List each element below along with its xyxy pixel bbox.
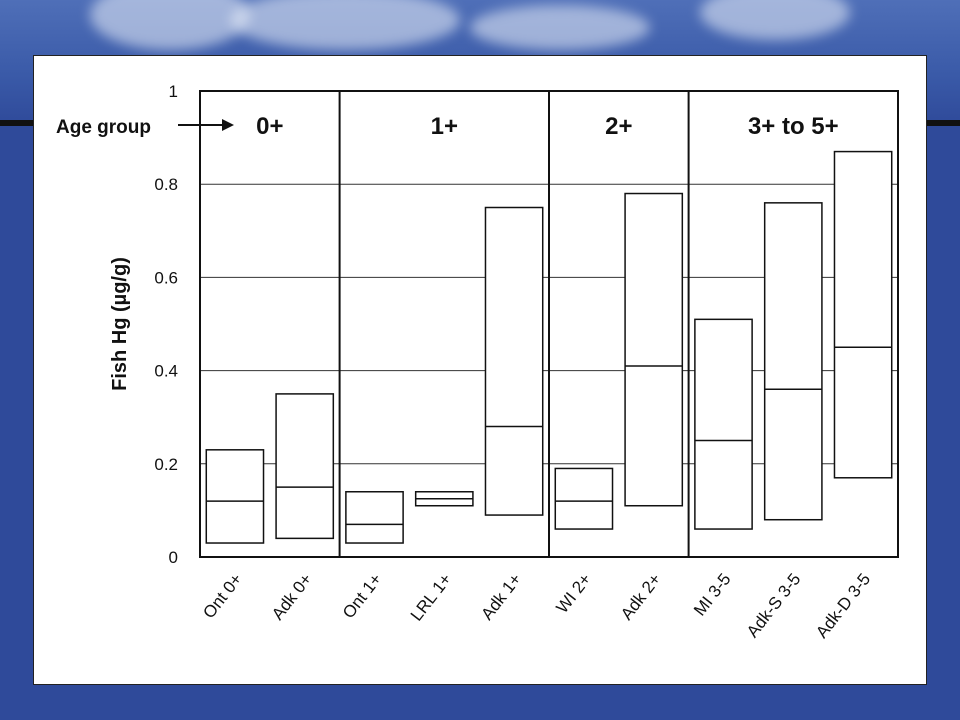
x-tick-label: Ont 0+ xyxy=(199,570,246,622)
age-group-label: 0+ xyxy=(256,113,283,140)
box xyxy=(833,150,893,479)
x-tick-label: Adk 1+ xyxy=(477,570,525,624)
cloud xyxy=(90,0,250,50)
y-tick-label: 1 xyxy=(169,82,178,101)
x-tick-label: LRL 1+ xyxy=(407,570,456,625)
box xyxy=(484,206,544,516)
cloud xyxy=(470,5,650,50)
age-group-annotation: Age group xyxy=(56,117,151,138)
x-tick-label: Adk 0+ xyxy=(268,570,316,624)
box xyxy=(624,192,684,507)
x-tick-label: Adk-S 3-5 xyxy=(743,570,805,641)
x-tick-label: Ont 1+ xyxy=(339,570,386,622)
x-tick-label: Adk 2+ xyxy=(617,570,665,624)
x-tick-label: MI 3-5 xyxy=(690,570,735,620)
cloud xyxy=(700,0,850,40)
plot-frame xyxy=(199,90,899,558)
y-tick-label: 0 xyxy=(169,548,178,567)
box xyxy=(345,491,404,544)
cloud xyxy=(230,0,460,50)
y-axis-title: Fish Hg (µg/g) xyxy=(109,257,131,391)
y-tick-label: 0.8 xyxy=(154,175,178,194)
box xyxy=(275,393,335,540)
annotation-arrow-head xyxy=(222,119,234,131)
age-group-label: 2+ xyxy=(605,113,632,140)
chart-panel: 0 0.2 0.4 0.6 0.8 1 Fish Hg (µg/g) 0+ 1+ 2+ 3+ to … xyxy=(33,55,927,685)
x-tick-label: Adk-D 3-5 xyxy=(812,570,874,642)
y-tick-label: 0.2 xyxy=(154,455,178,474)
age-group-label: 3+ to 5+ xyxy=(748,113,839,140)
box xyxy=(205,449,265,544)
x-tick-label: WI 2+ xyxy=(552,570,595,617)
box xyxy=(763,202,823,521)
box-chart: 0 0.2 0.4 0.6 0.8 1 Fish Hg (µg/g) 0+ 1+ 2+ 3+ to … xyxy=(56,82,899,642)
box xyxy=(694,318,753,530)
box xyxy=(554,467,614,530)
y-tick-label: 0.6 xyxy=(154,268,178,287)
age-group-label: 1+ xyxy=(431,113,458,140)
y-tick-label: 0.4 xyxy=(154,362,178,381)
